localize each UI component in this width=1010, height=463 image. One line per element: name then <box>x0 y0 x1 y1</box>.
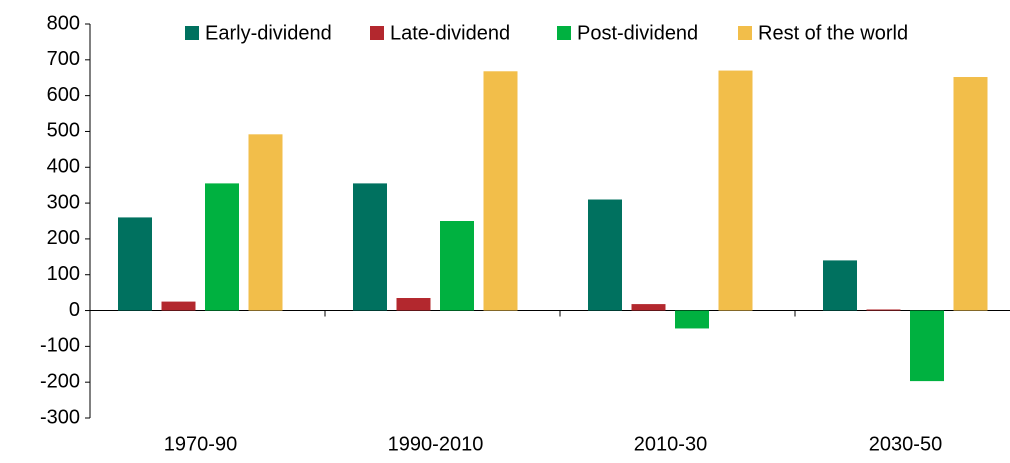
legend-swatch <box>185 26 199 40</box>
bar <box>675 310 709 329</box>
legend-label: Early-dividend <box>205 22 332 44</box>
y-tick-label: -300 <box>40 406 80 428</box>
y-tick-label: 200 <box>47 227 80 249</box>
y-tick-label: 600 <box>47 84 80 106</box>
y-tick-label: 800 <box>47 12 80 34</box>
bar <box>588 199 622 311</box>
bar <box>205 183 239 311</box>
legend-swatch <box>738 26 752 40</box>
legend-label: Rest of the world <box>758 22 908 44</box>
y-tick-label: 300 <box>47 191 80 213</box>
bar <box>483 71 518 311</box>
bar <box>248 134 283 311</box>
y-tick-label: 0 <box>69 299 80 321</box>
x-tick-label: 2030-50 <box>869 433 942 455</box>
bar <box>353 183 387 311</box>
x-tick-label: 1990-2010 <box>388 433 484 455</box>
legend-swatch <box>557 26 571 40</box>
y-tick-label: 500 <box>47 120 80 142</box>
bar <box>910 310 944 382</box>
legend-label: Post-dividend <box>577 22 698 44</box>
x-tick-label: 1970-90 <box>164 433 237 455</box>
y-tick-label: -100 <box>40 335 80 357</box>
y-tick-label: 100 <box>47 263 80 285</box>
y-tick-label: 700 <box>47 48 80 70</box>
legend-label: Late-dividend <box>390 22 510 44</box>
bar <box>631 304 666 311</box>
bar <box>440 221 474 311</box>
bar <box>866 309 901 311</box>
y-tick-label: 400 <box>47 156 80 178</box>
legend-swatch <box>370 26 384 40</box>
x-tick-label: 2010-30 <box>634 433 707 455</box>
y-tick-label: -200 <box>40 370 80 392</box>
bar <box>118 217 152 311</box>
bar <box>161 301 196 311</box>
bar <box>823 260 857 311</box>
bar <box>396 298 431 311</box>
bar <box>718 70 753 311</box>
bar <box>953 77 988 311</box>
